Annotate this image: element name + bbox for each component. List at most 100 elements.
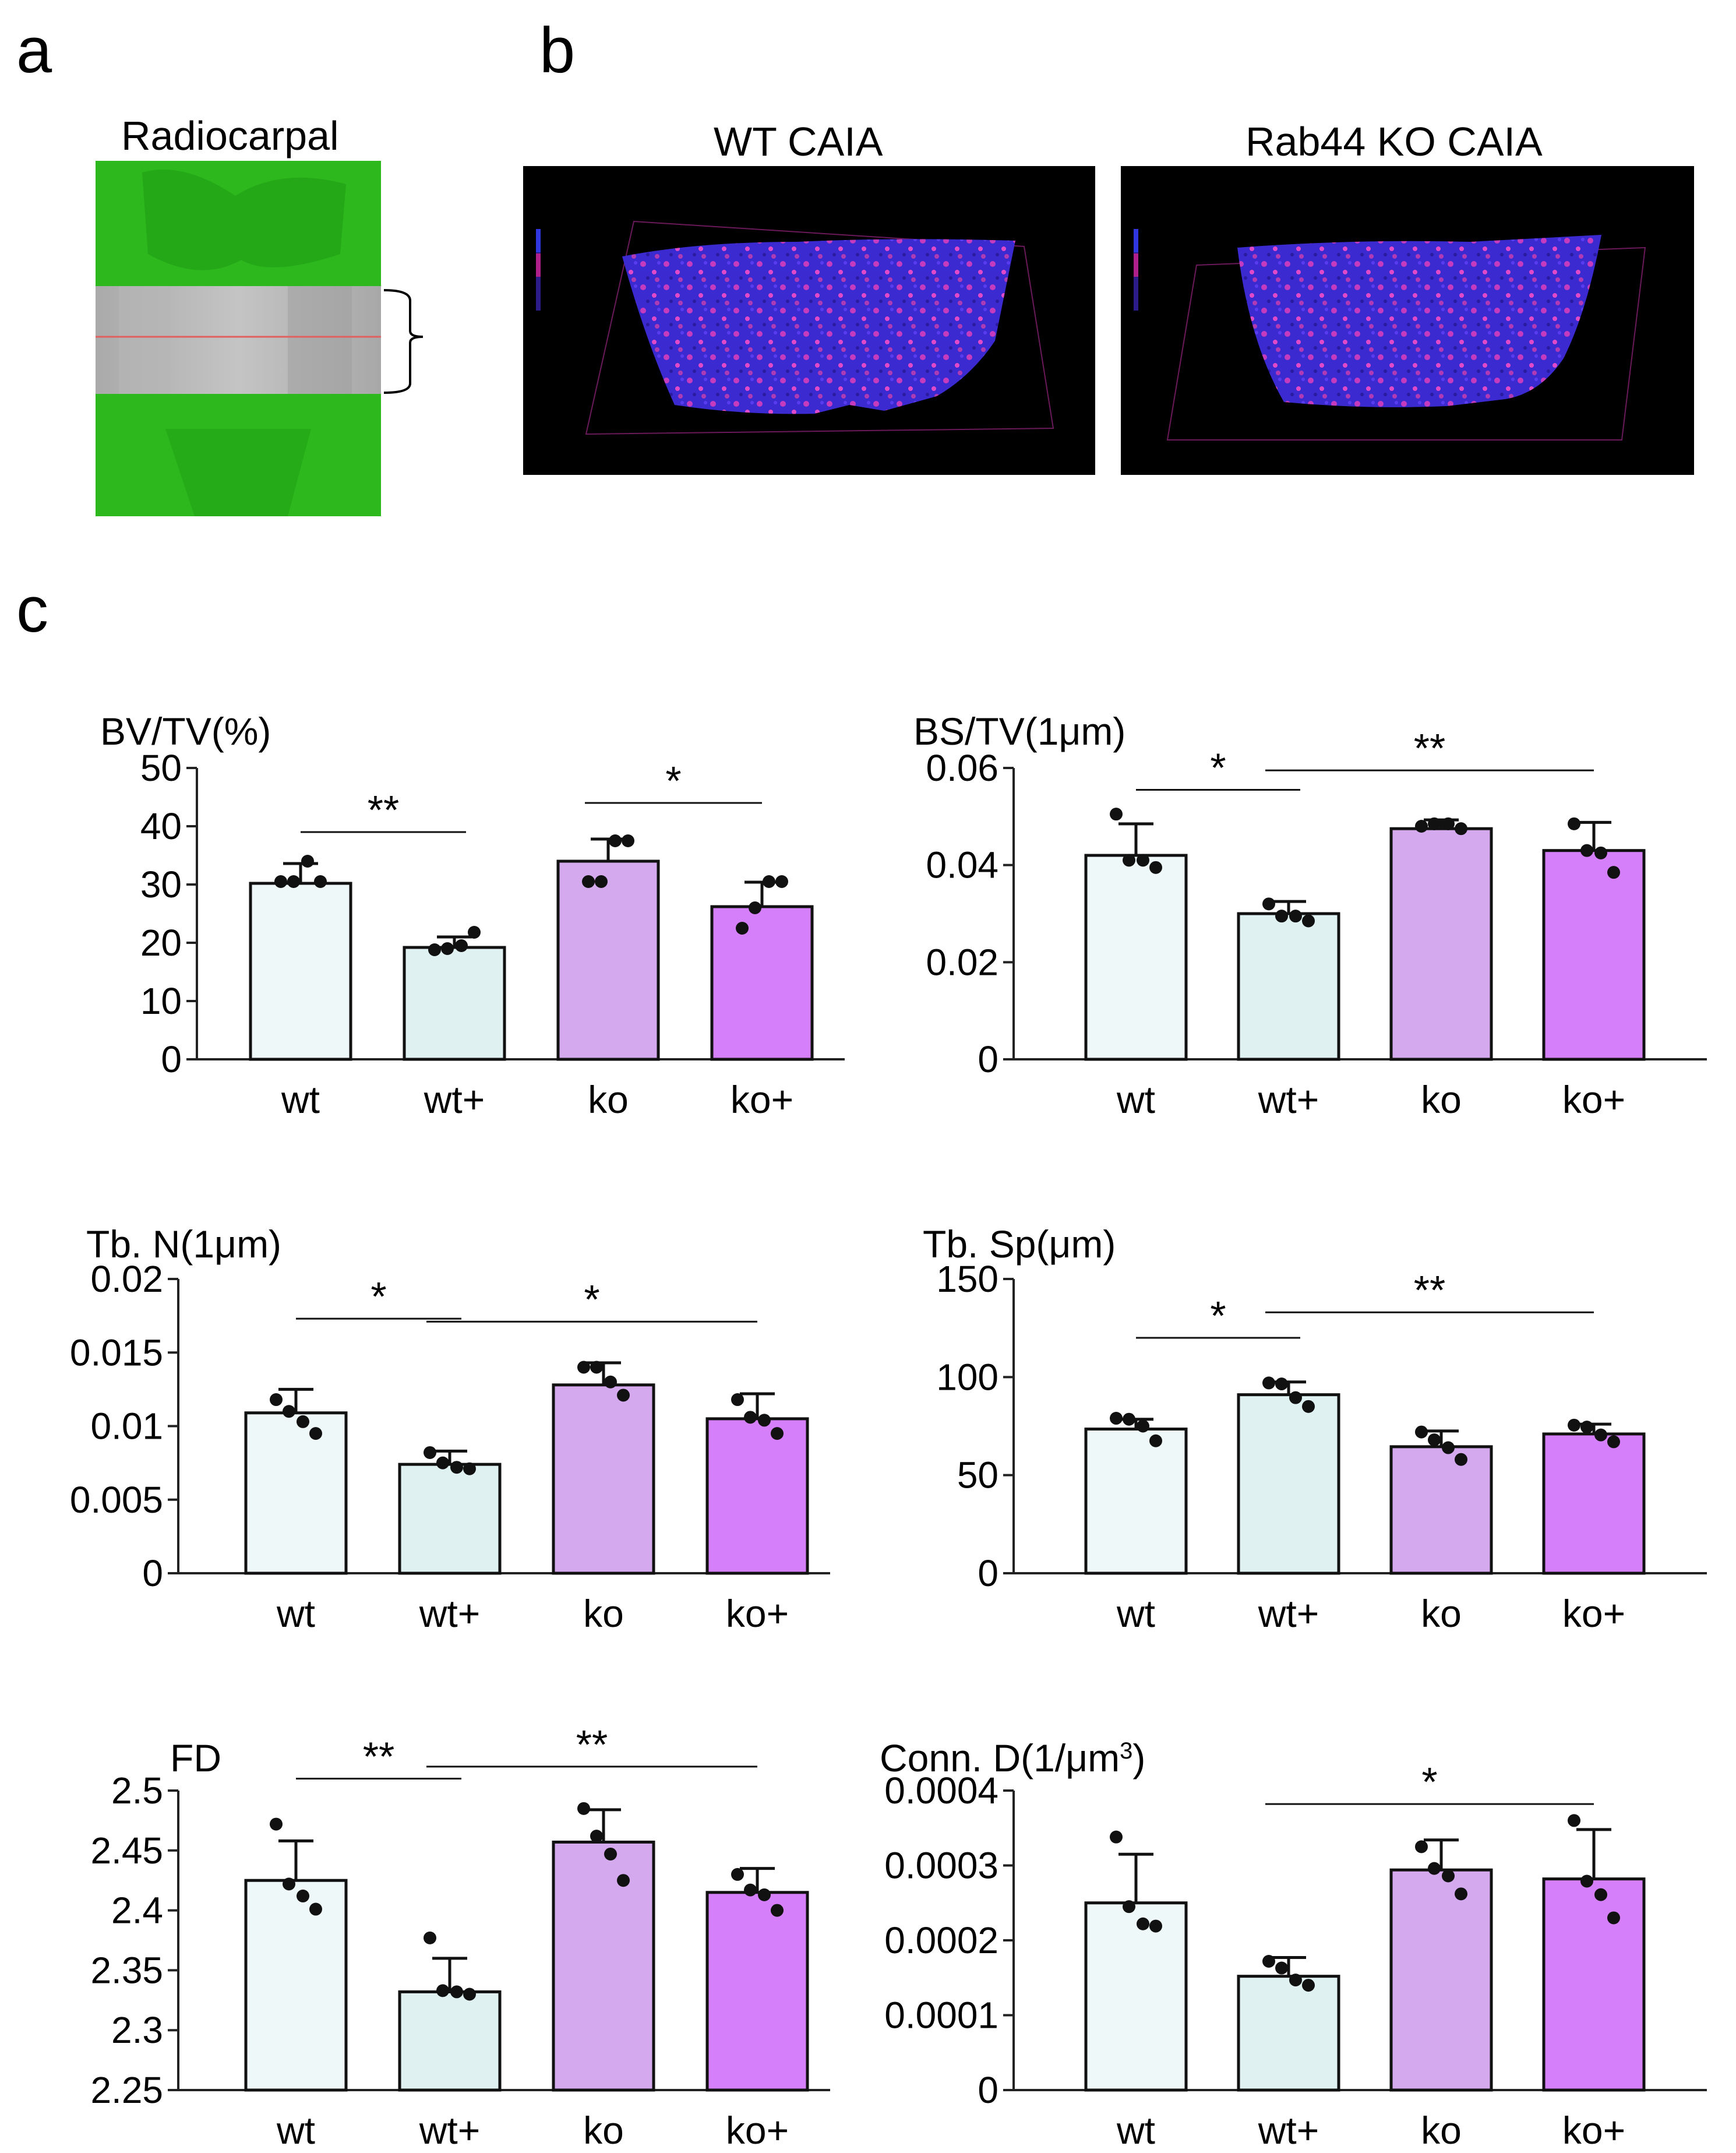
data-point	[1123, 1412, 1135, 1426]
significance-label: *	[1210, 1293, 1226, 1338]
bar-wt+	[1237, 1975, 1340, 2092]
y-tick-label: 2.5	[111, 1770, 163, 1812]
bar-ko	[1389, 1445, 1493, 1575]
bar-ko+	[705, 1891, 809, 2092]
data-point	[1149, 1919, 1162, 1933]
y-tick-label: 150	[936, 1258, 998, 1300]
ko-caia-title: Rab44 KO CAIA	[1245, 119, 1543, 164]
x-tick-label: ko+	[726, 2109, 789, 2152]
x-tick-label: ko+	[731, 1078, 793, 1121]
chart-title: FD	[170, 1736, 221, 1780]
data-point	[1137, 1419, 1149, 1433]
y-tick-label: 30	[140, 864, 182, 905]
chart-tbn: Tb. N(1μm) 0 0.005 0.01 0.015 0.02 wt wt+ ko ko+ *…	[70, 1222, 830, 1635]
data-point	[771, 1427, 784, 1440]
data-point	[1289, 1974, 1302, 1987]
bar-wt	[1084, 1901, 1188, 2092]
y-tick-label: 2.3	[111, 2009, 163, 2051]
data-point	[1568, 1418, 1580, 1432]
x-tick-label: ko	[1421, 2109, 1462, 2152]
y-tick-label: 0	[978, 1038, 998, 1080]
chart-title: BV/TV(%)	[100, 710, 271, 753]
x-tick-label: wt	[1116, 2109, 1155, 2152]
data-point	[775, 875, 788, 888]
data-point	[1607, 866, 1620, 879]
y-tick-label: 0.06	[926, 747, 998, 789]
bar-wt+	[1237, 1393, 1340, 1575]
data-point	[450, 1461, 463, 1474]
bar-wt+	[398, 1990, 502, 2092]
bar-wt	[244, 1879, 348, 2092]
data-point	[424, 1931, 436, 1944]
y-tick-label: 0.015	[70, 1331, 163, 1373]
x-tick-label: wt	[281, 1078, 320, 1121]
y-tick-label: 2.35	[90, 1949, 163, 1991]
x-tick-label: wt	[1116, 1592, 1155, 1635]
data-point	[297, 1889, 309, 1902]
bar-ko+	[1542, 1877, 1646, 2092]
bar-wt	[1084, 1428, 1188, 1575]
data-point	[590, 1830, 603, 1843]
data-point	[1262, 897, 1275, 911]
chart-title: Conn. D(1/μm3)	[880, 1736, 1145, 1780]
y-tick-label: 50	[957, 1454, 998, 1496]
data-point	[1428, 817, 1441, 830]
x-tick-label: ko+	[1562, 1592, 1625, 1635]
bar-wt+	[398, 1463, 502, 1575]
y-tick-label: 0.02	[90, 1258, 163, 1300]
x-tick-label: wt+	[1258, 1078, 1319, 1121]
data-point	[1123, 854, 1135, 867]
data-point	[1415, 1840, 1428, 1854]
data-point	[270, 1817, 283, 1831]
x-tick-label: wt+	[1258, 2109, 1319, 2152]
x-tick-label: ko+	[1562, 1078, 1625, 1121]
data-point	[1607, 1435, 1620, 1449]
x-tick-label: wt+	[419, 1592, 481, 1635]
y-tick-label: 0.02	[926, 941, 998, 983]
y-tick-label: 50	[140, 747, 182, 789]
bar-wt+	[403, 946, 506, 1061]
data-point	[758, 1888, 771, 1901]
bar-ko	[1389, 1868, 1493, 2092]
x-tick-label: ko	[583, 1592, 624, 1635]
data-point	[577, 1361, 590, 1374]
y-tick-label: 0.0004	[884, 1770, 998, 1812]
data-point	[274, 875, 287, 888]
data-point	[424, 1446, 436, 1459]
data-point	[1137, 854, 1149, 867]
data-point	[595, 875, 608, 888]
data-point	[436, 1984, 449, 1997]
y-tick-label: 0.005	[70, 1479, 163, 1521]
data-point	[1428, 1862, 1441, 1875]
data-point	[301, 855, 314, 868]
data-point	[314, 875, 327, 888]
panel-label-b: b	[539, 15, 576, 86]
data-point	[450, 1985, 463, 1999]
data-point	[1607, 1911, 1620, 1925]
x-tick-label: ko	[588, 1078, 629, 1121]
bar-ko+	[705, 1417, 809, 1575]
x-tick-label: wt+	[1258, 1592, 1319, 1635]
data-point	[590, 1361, 603, 1374]
data-point	[604, 1375, 617, 1389]
x-tick-label: ko	[583, 2109, 624, 2152]
x-tick-label: wt+	[424, 1078, 485, 1121]
data-point	[1442, 817, 1455, 830]
significance-label: *	[1210, 745, 1226, 791]
data-point	[468, 926, 481, 939]
y-tick-label: 0	[161, 1038, 182, 1080]
significance-label: *	[1421, 1759, 1437, 1805]
data-point	[1415, 820, 1428, 833]
data-point	[622, 834, 634, 847]
bar-ko+	[710, 905, 814, 1061]
significance-label: *	[371, 1274, 386, 1319]
bar-wt	[1084, 854, 1188, 1061]
data-point	[609, 834, 622, 847]
x-tick-label: ko	[1421, 1592, 1462, 1635]
data-point	[1428, 1433, 1441, 1447]
data-point	[1289, 910, 1302, 923]
data-point	[604, 1847, 617, 1860]
y-tick-label: 0	[978, 2069, 998, 2111]
